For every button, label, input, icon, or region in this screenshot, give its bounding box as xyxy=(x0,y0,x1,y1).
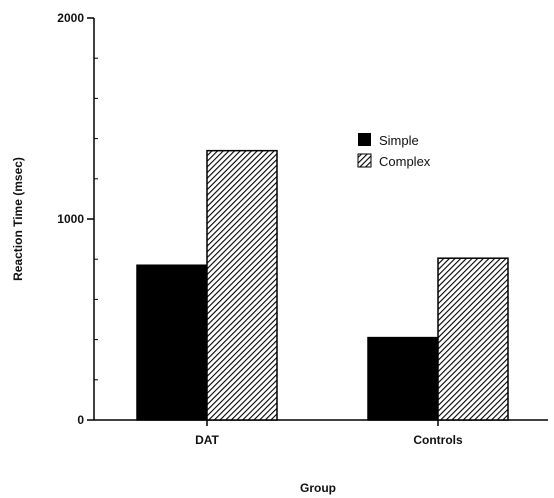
x-ticks: DAT Controls xyxy=(195,420,463,447)
y-tick-label: 0 xyxy=(77,413,84,427)
bars xyxy=(136,149,509,421)
y-major-ticks: 0 1000 2000 xyxy=(57,11,94,427)
legend-label-simple: Simple xyxy=(379,133,419,148)
legend-label-complex: Complex xyxy=(379,154,431,169)
y-tick-label: 1000 xyxy=(57,212,84,226)
bar-complex-dat xyxy=(206,149,278,421)
y-minor-ticks xyxy=(94,57,98,381)
legend: Simple Complex xyxy=(357,133,431,169)
x-tick-label: Controls xyxy=(413,433,463,447)
y-axis-title: Reaction Time (msec) xyxy=(11,157,25,281)
bar-simple-controls xyxy=(367,336,439,421)
legend-swatch-simple xyxy=(358,133,371,146)
bar-simple-dat xyxy=(136,264,208,421)
legend-swatch-complex xyxy=(357,153,372,168)
x-tick-label: DAT xyxy=(195,433,219,447)
y-tick-label: 2000 xyxy=(57,11,84,25)
x-axis-title: Group xyxy=(300,481,336,495)
bar-complex-controls xyxy=(437,257,509,421)
